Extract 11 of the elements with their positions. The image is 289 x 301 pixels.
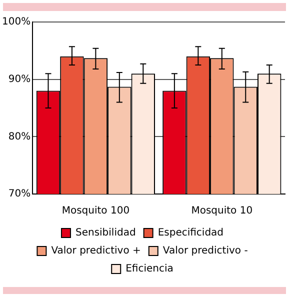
legend-label: Valor predictivo + <box>51 246 141 257</box>
y-tick-label: 80% <box>8 131 31 142</box>
x-tick-label: Mosquito 10 <box>191 206 253 217</box>
legend-label: Valor predictivo - <box>162 246 248 257</box>
legend-label: Especificidad <box>158 228 224 239</box>
y-tick-label: 90% <box>8 74 31 85</box>
y-tick-label: 100% <box>2 16 31 28</box>
legend-label: Eficiencia <box>126 264 174 275</box>
legend-label: Sensibilidad <box>75 228 136 239</box>
x-tick-label: Mosquito 100 <box>62 206 130 217</box>
y-tick-label: 70% <box>8 188 31 200</box>
